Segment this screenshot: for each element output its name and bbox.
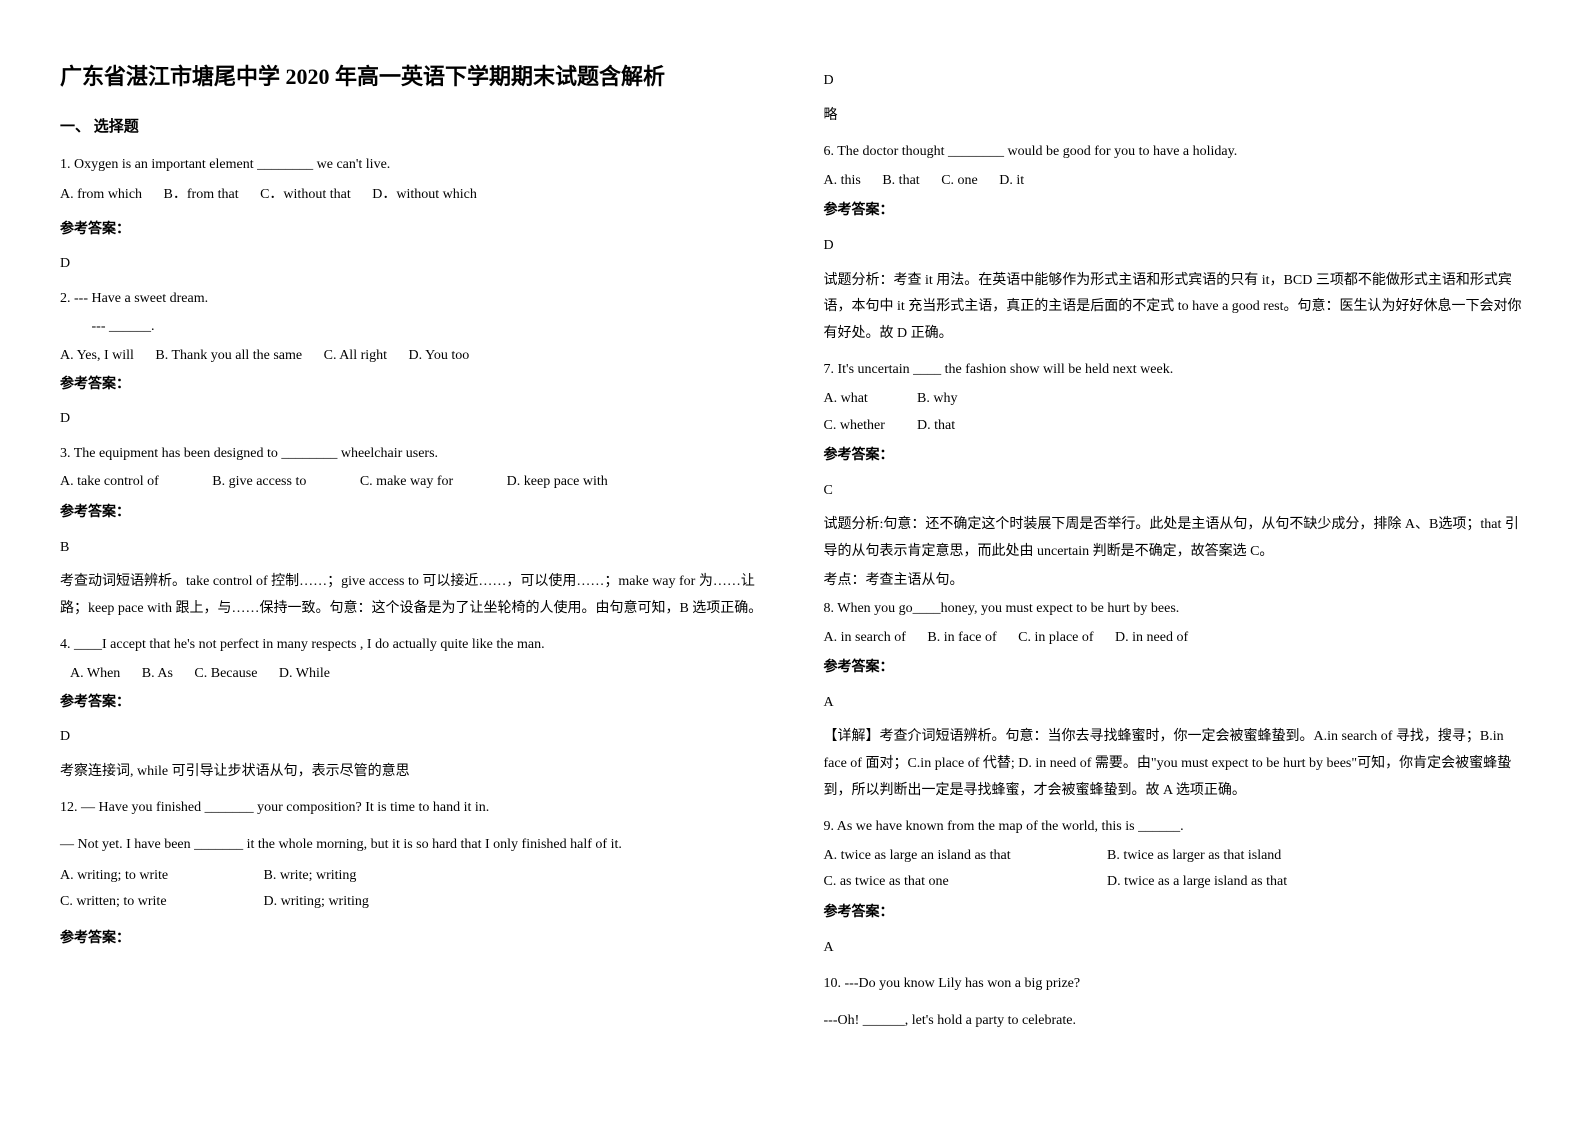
q3-explain: 考查动词短语辨析。take control of 控制……；give acces…: [60, 569, 764, 622]
q7-answer: C: [824, 478, 1528, 505]
q8-optB: B. in face of: [927, 625, 996, 652]
q3-answer-label: 参考答案：: [60, 500, 764, 527]
q5-optB: B. write; writing: [264, 868, 357, 883]
q2-answer: D: [60, 406, 764, 433]
q4-explain: 考察连接词, while 可引导让步状语从句，表示尽管的意思: [60, 759, 764, 786]
q2-options: A. Yes, I will B. Thank you all the same…: [60, 343, 764, 370]
q6-options: A. this B. that C. one D. it: [824, 168, 1528, 195]
q7-optA: A. what: [824, 386, 914, 413]
q5-optD: D. writing; writing: [264, 894, 369, 909]
q5-stem2: — Not yet. I have been _______ it the wh…: [60, 832, 764, 859]
q8-optA: A. in search of: [824, 625, 906, 652]
q5-stem1: 12. — Have you finished _______ your com…: [60, 795, 764, 822]
q7-answer-label: 参考答案：: [824, 443, 1528, 470]
q6-optB: B. that: [882, 168, 919, 195]
q2-optB: B. Thank you all the same: [155, 343, 302, 370]
q2-answer-label: 参考答案：: [60, 372, 764, 399]
q3-optD: D. keep pace with: [507, 469, 608, 496]
q1-answer-label: 参考答案：: [60, 217, 764, 244]
right-column: D 略 6. The doctor thought ________ would…: [794, 60, 1538, 1082]
q7-explain2: 考点：考查主语从句。: [824, 568, 1528, 595]
q5-optC: C. written; to write: [60, 889, 260, 916]
q4-optA: A. When: [70, 661, 120, 688]
q7-optB: B. why: [917, 391, 957, 406]
q5-answer: D: [824, 68, 1528, 95]
left-column: 广东省湛江市塘尾中学 2020 年高一英语下学期期末试题含解析 一、 选择题 1…: [50, 60, 794, 1082]
q7-options-row1: A. what B. why: [824, 386, 1528, 413]
q9-answer: A: [824, 935, 1528, 962]
q4-optD: D. While: [279, 661, 330, 688]
q9-answer-label: 参考答案：: [824, 900, 1528, 927]
q7-optC: C. whether: [824, 413, 914, 440]
q7-explain1: 试题分析:句意：还不确定这个时装展下周是否举行。此处是主语从句，从句不缺少成分，…: [824, 512, 1528, 565]
q8-stem: 8. When you go____honey, you must expect…: [824, 596, 1528, 623]
q2-optC: C. All right: [324, 343, 387, 370]
q6-optC: C. one: [941, 168, 978, 195]
section-heading: 一、 选择题: [60, 113, 764, 142]
q4-options: A. When B. As C. Because D. While: [60, 661, 764, 688]
q8-answer-label: 参考答案：: [824, 655, 1528, 682]
q5-explain: 略: [824, 103, 1528, 130]
q6-explain: 试题分析：考查 it 用法。在英语中能够作为形式主语和形式宾语的只有 it，BC…: [824, 268, 1528, 348]
q1-answer: D: [60, 251, 764, 278]
page-container: 广东省湛江市塘尾中学 2020 年高一英语下学期期末试题含解析 一、 选择题 1…: [0, 0, 1587, 1122]
q6-answer: D: [824, 233, 1528, 260]
q9-options-row1: A. twice as large an island as that B. t…: [824, 843, 1528, 870]
q1-optB: B．from that: [164, 182, 239, 209]
q3-answer: B: [60, 535, 764, 562]
q9-optA: A. twice as large an island as that: [824, 843, 1104, 870]
q1-optD: D．without which: [372, 182, 477, 209]
q8-options: A. in search of B. in face of C. in plac…: [824, 625, 1528, 652]
q9-optC: C. as twice as that one: [824, 869, 1104, 896]
q8-answer: A: [824, 690, 1528, 717]
q4-stem: 4. ____I accept that he's not perfect in…: [60, 632, 764, 659]
q3-stem: 3. The equipment has been designed to __…: [60, 441, 764, 468]
q6-optA: A. this: [824, 168, 861, 195]
q8-optD: D. in need of: [1115, 625, 1188, 652]
q4-answer: D: [60, 724, 764, 751]
q1-optA: A. from which: [60, 182, 142, 209]
q7-options-row2: C. whether D. that: [824, 413, 1528, 440]
q10-stem1: 10. ---Do you know Lily has won a big pr…: [824, 971, 1528, 998]
q9-optB: B. twice as larger as that island: [1107, 848, 1281, 863]
q5-answer-label: 参考答案：: [60, 926, 764, 953]
q5-optA: A. writing; to write: [60, 863, 260, 890]
q6-stem: 6. The doctor thought ________ would be …: [824, 139, 1528, 166]
q2-stem1: 2. --- Have a sweet dream.: [60, 286, 764, 313]
q8-optC: C. in place of: [1018, 625, 1093, 652]
q3-optB: B. give access to: [212, 469, 306, 496]
q4-answer-label: 参考答案：: [60, 690, 764, 717]
q2-optA: A. Yes, I will: [60, 343, 134, 370]
q7-stem: 7. It's uncertain ____ the fashion show …: [824, 357, 1528, 384]
q1-stem: 1. Oxygen is an important element ______…: [60, 152, 764, 179]
q9-stem: 9. As we have known from the map of the …: [824, 814, 1528, 841]
q9-optD: D. twice as a large island as that: [1107, 874, 1287, 889]
q1-optC: C．without that: [260, 182, 351, 209]
q3-optA: A. take control of: [60, 469, 159, 496]
q5-options-row2: C. written; to write D. writing; writing: [60, 889, 764, 916]
q6-optD: D. it: [999, 168, 1024, 195]
q4-optB: B. As: [142, 661, 173, 688]
q3-optC: C. make way for: [360, 469, 453, 496]
q7-optD: D. that: [917, 418, 955, 433]
q3-options: A. take control of B. give access to C. …: [60, 469, 764, 496]
q2-stem2: --- ______.: [60, 314, 764, 341]
q8-explain: 【详解】考查介词短语辨析。句意：当你去寻找蜂蜜时，你一定会被蜜蜂蛰到。A.in …: [824, 724, 1528, 804]
q2-optD: D. You too: [409, 343, 470, 370]
q4-optC: C. Because: [194, 661, 257, 688]
q5-options-row1: A. writing; to write B. write; writing: [60, 863, 764, 890]
q1-options: A. from which B．from that C．without that…: [60, 182, 764, 209]
document-title: 广东省湛江市塘尾中学 2020 年高一英语下学期期末试题含解析: [60, 60, 764, 93]
q9-options-row2: C. as twice as that one D. twice as a la…: [824, 869, 1528, 896]
q10-stem2: ---Oh! ______, let's hold a party to cel…: [824, 1008, 1528, 1035]
q6-answer-label: 参考答案：: [824, 198, 1528, 225]
